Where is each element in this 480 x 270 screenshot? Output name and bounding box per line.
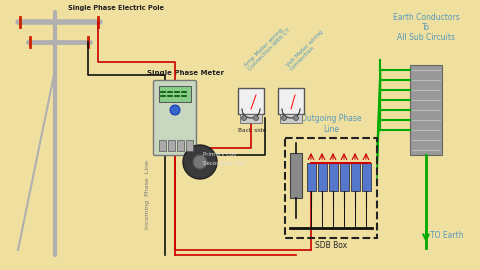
Bar xyxy=(307,163,316,191)
Text: TO Earth: TO Earth xyxy=(430,231,464,239)
Bar xyxy=(278,88,304,114)
Circle shape xyxy=(193,155,207,169)
Text: Single Phase Meter: Single Phase Meter xyxy=(147,70,224,76)
Bar xyxy=(329,163,338,191)
Text: Single Phase Electric Pole: Single Phase Electric Pole xyxy=(68,5,164,11)
Text: SDB Box: SDB Box xyxy=(315,241,347,250)
Text: Earth Conductors: Earth Conductors xyxy=(393,13,459,22)
Bar xyxy=(186,140,193,151)
Bar xyxy=(159,140,166,151)
Bar xyxy=(159,86,191,102)
Bar xyxy=(240,114,262,123)
Bar xyxy=(238,88,264,114)
Bar xyxy=(410,65,442,155)
Text: Primary Coil: Primary Coil xyxy=(203,152,236,157)
Bar xyxy=(290,153,302,198)
Circle shape xyxy=(281,116,287,120)
Bar xyxy=(318,163,327,191)
Text: To: To xyxy=(422,23,430,32)
FancyBboxPatch shape xyxy=(154,80,196,156)
Text: Amp Meter wiring
Connection With CT: Amp Meter wiring Connection With CT xyxy=(243,23,291,72)
Text: Back side: Back side xyxy=(238,128,266,133)
Text: Incoming  Phase  Line: Incoming Phase Line xyxy=(145,161,151,230)
Circle shape xyxy=(183,145,217,179)
Text: All Sub Circuits: All Sub Circuits xyxy=(397,33,455,42)
Bar xyxy=(340,163,349,191)
Circle shape xyxy=(253,116,259,120)
Bar xyxy=(351,163,360,191)
Bar xyxy=(285,138,377,238)
Bar xyxy=(362,163,371,191)
Bar xyxy=(280,114,302,123)
Circle shape xyxy=(170,105,180,115)
Text: Volt Meter wiring
Connection: Volt Meter wiring Connection xyxy=(285,29,328,72)
Text: Outgoing Phase
Line: Outgoing Phase Line xyxy=(300,114,361,134)
Bar xyxy=(177,140,184,151)
Text: Secondary Coil: Secondary Coil xyxy=(203,161,244,166)
Circle shape xyxy=(293,116,299,120)
Bar xyxy=(168,140,175,151)
Circle shape xyxy=(241,116,247,120)
